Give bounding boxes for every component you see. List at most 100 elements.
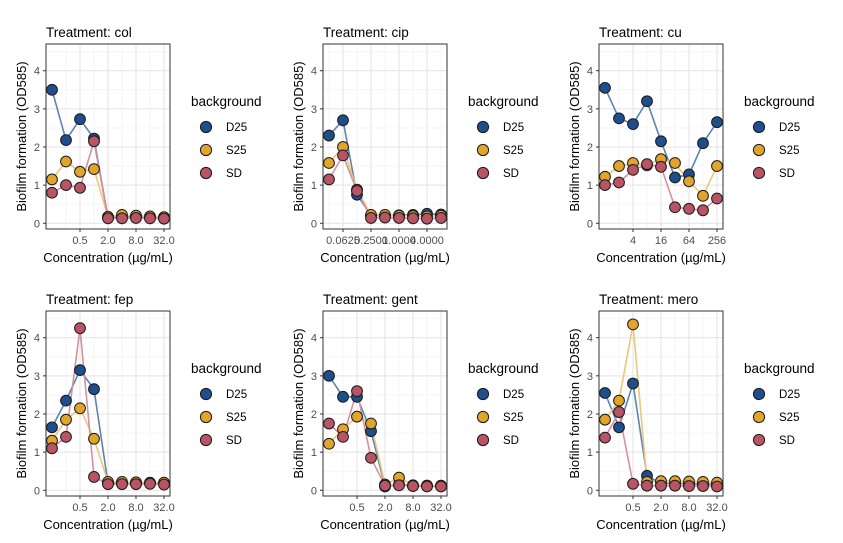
panel-title: Treatment: fep [46,292,133,307]
x-tick-label: 256 [708,235,726,247]
x-axis-label: Concentration (µg/mL) [43,250,173,265]
y-tick-label: 2 [34,142,40,154]
y-tick-label: 2 [587,409,593,421]
facet-panel-0: 0.5 2.0 8.0 32.0 0 1 2 3 4 Treatment: col Concentr… [14,25,262,265]
data-point-D25 [337,114,349,127]
y-tick-label: 3 [34,371,40,383]
y-tick-label: 2 [587,142,593,154]
data-point-SD [323,417,335,430]
data-point-SD [599,179,611,192]
y-axis-label: Biofilm formation (OD585) [291,61,306,211]
data-point-SD [393,479,405,492]
legend-key-D25 [752,387,766,401]
data-point-SD [365,451,377,464]
data-point-S25 [351,410,363,423]
x-tick-label: 2.0 [653,502,668,514]
data-point-D25 [669,171,681,184]
data-point-D25 [599,81,611,94]
x-tick-label: 1.0000 [382,235,416,247]
data-point-D25 [599,387,611,399]
x-tick-label: 0.5 [349,502,364,514]
legend-label: SD [779,435,795,447]
x-tick-label: 32.0 [430,502,451,514]
data-point-SD [683,480,695,492]
data-point-SD [158,478,170,491]
data-point-S25 [365,417,377,430]
data-point-SD [46,186,58,199]
y-tick-label: 2 [34,409,40,421]
data-point-S25 [88,163,100,176]
legend-label: D25 [779,122,800,134]
y-tick-label: 3 [587,104,593,116]
data-point-SD [407,212,419,225]
data-point-S25 [46,173,58,186]
y-tick-label: 3 [587,371,593,383]
panel-title: Treatment: cip [323,25,409,40]
y-axis-label: Biofilm formation (OD585) [14,61,29,211]
data-point-SD [379,211,391,224]
legend-title: background [744,94,815,109]
legend-key-SD [199,433,213,447]
y-tick-label: 4 [587,333,593,345]
data-point-SD [88,471,100,483]
x-axis-label: Concentration (µg/mL) [43,517,173,532]
x-tick-label: 0.5 [625,502,640,514]
data-point-SD [669,201,681,214]
data-point-SD [351,385,363,398]
data-point-SD [351,184,363,197]
data-point-D25 [697,137,709,150]
y-tick-label: 0 [34,485,40,497]
legend-key-S25 [199,410,213,424]
x-tick-label: 64 [683,235,695,247]
x-tick-label: 4.0000 [410,235,444,247]
facet-panel-5: 0.5 2.0 8.0 32.0 0 1 2 3 4 Treatment: mero Concent… [567,292,815,532]
legend-key-S25 [752,143,766,157]
data-point-SD [421,480,433,493]
data-point-D25 [74,113,86,126]
data-point-SD [697,204,709,217]
legend-title: background [191,361,262,376]
x-tick-label: 8.0 [128,502,143,514]
data-point-D25 [46,421,58,434]
y-tick-label: 0 [311,485,317,497]
data-point-SD [74,322,86,335]
data-point-SD [655,160,667,173]
panel-title: Treatment: col [46,25,132,40]
data-point-S25 [613,394,625,407]
data-point-SD [655,479,667,492]
legend-label: SD [779,168,795,180]
x-tick-label: 32.0 [153,502,174,514]
panel-title: Treatment: gent [323,292,418,307]
data-point-SD [60,430,72,443]
x-tick-label: 0.0625 [326,235,360,247]
legend-key-SD [752,433,766,447]
y-tick-label: 0 [311,218,317,230]
data-point-D25 [337,390,349,403]
legend-key-D25 [752,120,766,134]
x-tick-label: 8.0 [128,235,143,247]
y-tick-label: 3 [311,371,317,383]
data-point-D25 [74,364,86,377]
y-axis-label: Biofilm formation (OD585) [567,61,582,211]
data-point-SD [116,212,128,225]
data-point-SD [613,406,625,418]
x-axis-label: Concentration (µg/mL) [596,250,726,265]
y-axis-label: Biofilm formation (OD585) [291,328,306,478]
legend-key-S25 [476,143,490,157]
x-tick-label: 16 [655,235,667,247]
legend-key-D25 [199,387,213,401]
data-point-SD [102,212,114,225]
data-point-SD [627,163,639,176]
data-point-S25 [323,157,335,169]
data-point-D25 [613,112,625,125]
data-point-S25 [613,160,625,172]
legend-label: D25 [503,122,524,134]
legend-label: S25 [226,412,246,424]
y-tick-label: 0 [34,218,40,230]
y-tick-label: 0 [587,218,593,230]
data-point-SD [130,212,142,224]
y-tick-label: 3 [311,104,317,116]
legend-label: SD [226,435,242,447]
legend-key-D25 [476,387,490,401]
